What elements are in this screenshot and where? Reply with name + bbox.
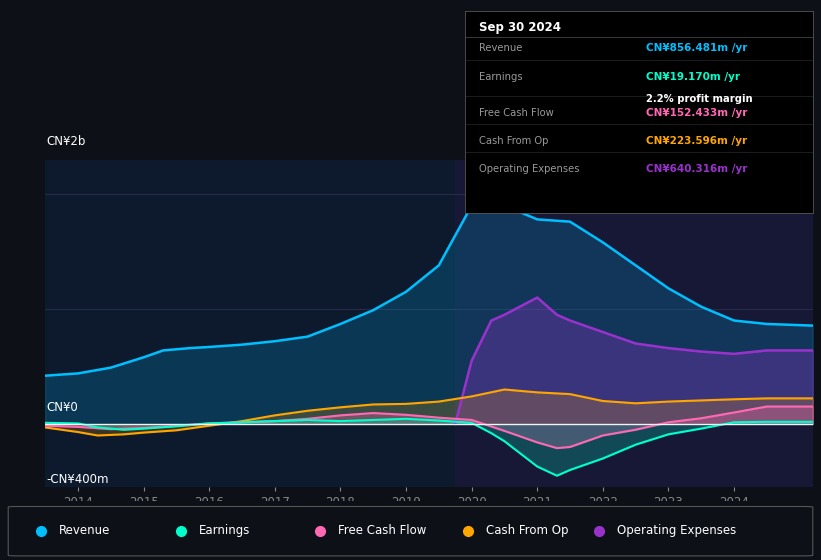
Text: Earnings: Earnings — [479, 72, 522, 82]
Text: Revenue: Revenue — [479, 44, 522, 53]
Text: 2.2% profit margin: 2.2% profit margin — [645, 94, 752, 104]
Text: Revenue: Revenue — [59, 524, 111, 537]
Text: CN¥152.433m /yr: CN¥152.433m /yr — [645, 108, 747, 118]
Text: CN¥19.170m /yr: CN¥19.170m /yr — [645, 72, 740, 82]
Text: Cash From Op: Cash From Op — [486, 524, 568, 537]
Bar — [455, 160, 813, 487]
Text: CN¥0: CN¥0 — [47, 401, 79, 414]
Text: Sep 30 2024: Sep 30 2024 — [479, 21, 561, 34]
Text: Cash From Op: Cash From Op — [479, 136, 548, 146]
Text: Free Cash Flow: Free Cash Flow — [479, 108, 553, 118]
Text: Free Cash Flow: Free Cash Flow — [338, 524, 427, 537]
Text: Earnings: Earnings — [199, 524, 250, 537]
Text: CN¥856.481m /yr: CN¥856.481m /yr — [645, 44, 747, 53]
Text: CN¥640.316m /yr: CN¥640.316m /yr — [645, 165, 747, 174]
Text: -CN¥400m: -CN¥400m — [47, 473, 109, 486]
Text: CN¥2b: CN¥2b — [47, 136, 86, 148]
Text: Operating Expenses: Operating Expenses — [479, 165, 579, 174]
Text: CN¥223.596m /yr: CN¥223.596m /yr — [645, 136, 747, 146]
Text: Operating Expenses: Operating Expenses — [617, 524, 736, 537]
